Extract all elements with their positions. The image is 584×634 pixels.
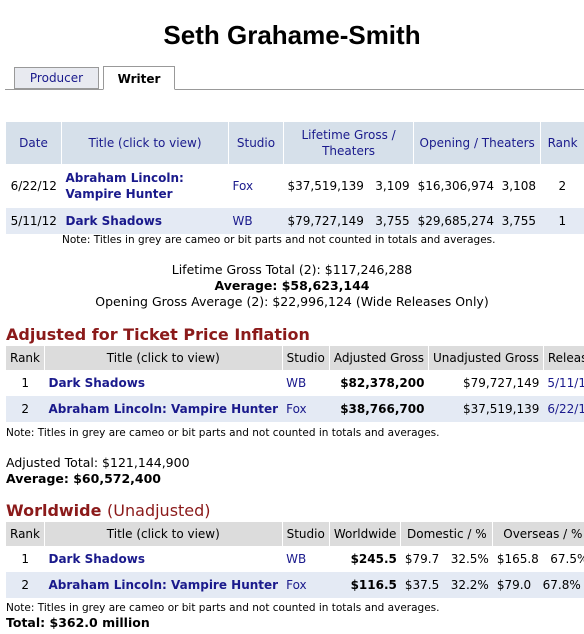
col-lifetime[interactable]: Lifetime Gross / Theaters — [283, 122, 415, 164]
writer-table: Date Title (click to view) Studio Lifeti… — [6, 122, 584, 234]
footnote: Note: Titles in grey are cameo or bit pa… — [6, 602, 440, 614]
lifetime-gross: $37,519,139 3,109 — [287, 179, 410, 193]
average-total: Average: $58,623,144 — [214, 278, 370, 293]
lifetime-gross: $79,727,149 3,755 — [287, 214, 410, 228]
col-release[interactable]: Release — [547, 351, 584, 365]
worldwide-gross: $116.5 — [350, 578, 397, 592]
opening-gross: $29,685,274 3,755 — [417, 214, 536, 228]
col-rank[interactable]: Rank — [6, 346, 45, 370]
rank-value: 1 — [558, 214, 567, 228]
table-header-row: Rank Title (click to view) Studio Adjust… — [6, 346, 584, 370]
col-opening[interactable]: Opening / Theaters — [413, 122, 542, 164]
movie-link[interactable]: Dark Shadows — [65, 214, 162, 228]
worldwide-gross: $245.5 — [350, 552, 397, 566]
table-row: 5/11/12 Dark Shadows WB $79,727,149 3,75… — [6, 208, 584, 234]
release-link[interactable]: 5/11/12 — [547, 376, 584, 390]
lifetime-total: Lifetime Gross Total (2): $117,246,288 — [171, 262, 413, 277]
studio-link[interactable]: WB — [232, 214, 253, 228]
movie-link[interactable]: Dark Shadows — [48, 552, 145, 566]
movie-link[interactable]: Abraham Lincoln: Vampire Hunter — [65, 171, 184, 201]
col-unadjusted[interactable]: Unadjusted Gross — [428, 346, 544, 370]
tab-producer[interactable]: Producer — [14, 67, 99, 89]
worldwide-total: Total: $362.0 million — [6, 615, 150, 630]
studio-link[interactable]: Fox — [286, 402, 307, 416]
overseas-gross: $79.0 67.8% — [496, 578, 581, 592]
release-date: 5/11/12 — [10, 214, 57, 228]
col-title[interactable]: Title (click to view) — [44, 522, 283, 546]
table-header-row: Rank Title (click to view) Studio Worldw… — [6, 522, 584, 546]
studio-link[interactable]: Fox — [286, 578, 307, 592]
rank-value: 2 — [21, 402, 30, 416]
movie-link[interactable]: Abraham Lincoln: Vampire Hunter — [48, 578, 279, 592]
domestic-gross: $37.5 32.2% — [404, 578, 489, 592]
adjusted-gross: $38,766,700 — [340, 402, 425, 416]
overseas-gross: $165.8 67.5% — [496, 552, 584, 566]
release-date: 6/22/12 — [10, 179, 57, 193]
page-title: Seth Grahame-Smith — [163, 20, 421, 50]
unadjusted-gross: $37,519,139 — [463, 402, 540, 416]
col-date[interactable]: Date — [6, 122, 62, 164]
table-row: 2 Abraham Lincoln: Vampire Hunter Fox $3… — [6, 396, 584, 422]
section-title-worldwide: Worldwide (Unadjusted) — [6, 501, 211, 520]
unadjusted-gross: $79,727,149 — [463, 376, 540, 390]
col-rank[interactable]: Rank — [547, 136, 578, 150]
studio-link[interactable]: Fox — [232, 179, 254, 193]
opening-gross: $16,306,974 3,108 — [417, 179, 536, 193]
adjusted-total: Adjusted Total: $121,144,900 — [6, 455, 190, 470]
studio-link[interactable]: WB — [286, 552, 307, 566]
table-header-row: Date Title (click to view) Studio Lifeti… — [6, 122, 584, 164]
studio-link[interactable]: WB — [286, 376, 307, 390]
domestic-gross: $79.7 32.5% — [404, 552, 489, 566]
totals-block: Lifetime Gross Total (2): $117,246,288 A… — [0, 262, 584, 310]
col-worldwide[interactable]: Worldwide — [329, 522, 402, 546]
col-title[interactable]: Title (click to view) — [44, 346, 283, 370]
worldwide-table: Rank Title (click to view) Studio Worldw… — [6, 522, 584, 598]
col-title[interactable]: Title (click to view) — [61, 122, 229, 164]
adjusted-table: Rank Title (click to view) Studio Adjust… — [6, 346, 584, 422]
rank-value: 1 — [21, 376, 30, 390]
table-row: 2 Abraham Lincoln: Vampire Hunter Fox $1… — [6, 572, 584, 598]
footnote: Note: Titles in grey are cameo or bit pa… — [62, 234, 496, 246]
table-row: 6/22/12 Abraham Lincoln: Vampire Hunter … — [6, 164, 584, 208]
table-row: 1 Dark Shadows WB $82,378,200 $79,727,14… — [6, 370, 584, 396]
col-studio[interactable]: Studio — [282, 346, 330, 370]
adjusted-summary: Adjusted Total: $121,144,900 Average: $6… — [6, 455, 190, 487]
col-studio[interactable]: Studio — [228, 122, 284, 164]
adjusted-average: Average: $60,572,400 — [6, 471, 162, 486]
section-title-adjusted: Adjusted for Ticket Price Inflation — [6, 325, 310, 344]
rank-value: 1 — [21, 552, 30, 566]
footnote: Note: Titles in grey are cameo or bit pa… — [6, 427, 440, 439]
opening-average: Opening Gross Average (2): $22,996,124 (… — [95, 294, 489, 309]
movie-link[interactable]: Dark Shadows — [48, 376, 145, 390]
rank-value: 2 — [558, 179, 567, 193]
rank-value: 2 — [21, 578, 30, 592]
release-link[interactable]: 6/22/12 — [547, 402, 584, 416]
col-domestic[interactable]: Domestic / % — [400, 522, 494, 546]
movie-link[interactable]: Abraham Lincoln: Vampire Hunter — [48, 402, 279, 416]
table-row: 1 Dark Shadows WB $245.5 $79.7 32.5% $16… — [6, 546, 584, 572]
adjusted-gross: $82,378,200 — [340, 376, 425, 390]
col-studio[interactable]: Studio — [282, 522, 330, 546]
col-adjusted[interactable]: Adjusted Gross — [329, 346, 429, 370]
tab-bar: Producer Writer — [5, 66, 584, 90]
col-overseas[interactable]: Overseas / % — [503, 527, 583, 541]
tab-writer[interactable]: Writer — [103, 66, 175, 90]
col-rank[interactable]: Rank — [6, 522, 45, 546]
